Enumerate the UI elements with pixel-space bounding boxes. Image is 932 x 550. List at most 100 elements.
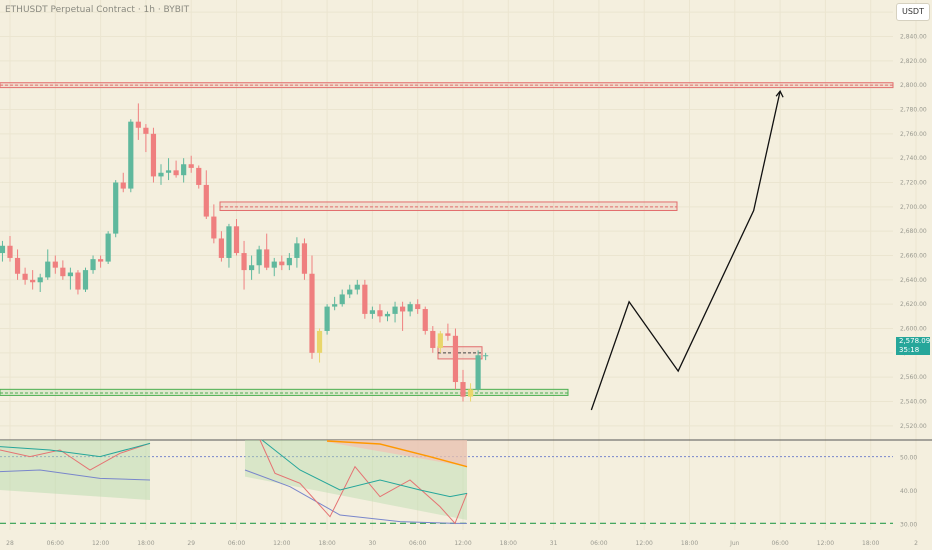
- candle-body: [286, 257, 292, 266]
- x-tick-label: 12:00: [273, 540, 290, 547]
- rsi-band-fill: [245, 440, 467, 520]
- y-tick-label: 2,600.00: [900, 326, 927, 333]
- x-tick-label: 12:00: [454, 540, 471, 547]
- y-tick-label: 2,820.00: [900, 58, 927, 65]
- candle-body: [82, 270, 89, 290]
- rsi-ma-line: [0, 442, 151, 458]
- candle-body: [120, 182, 126, 189]
- bar-countdown: 35:18: [899, 346, 920, 354]
- y-tick-label: 2,560.00: [900, 374, 927, 381]
- candle-body: [377, 310, 383, 317]
- rsi-line: [259, 439, 468, 525]
- projection-arrowhead: [775, 90, 784, 98]
- y-tick-label: 2,780.00: [900, 107, 927, 114]
- candles: [0, 103, 489, 402]
- rsi-ma-line: [261, 439, 468, 498]
- symbol-title: ETHUSDT Perpetual Contract · 1h · BYBIT: [5, 5, 190, 15]
- candle-body: [309, 273, 315, 353]
- candle-body: [158, 172, 164, 177]
- candle-body: [67, 272, 73, 277]
- x-axis: 28 06:00 12:00 18:00 29 06:00 12:00 18:00 30 06:0…: [6, 540, 918, 547]
- candle-body: [218, 238, 224, 258]
- candle-body: [332, 304, 338, 307]
- y-tick-label: 2,540.00: [900, 399, 927, 406]
- rsi-tick-label: 30.00: [900, 521, 917, 528]
- candle-body: [22, 273, 28, 280]
- x-tick-label: 18:00: [318, 540, 335, 547]
- x-tick-label: 12:00: [636, 540, 653, 547]
- candle-body: [437, 333, 443, 348]
- rsi-band-lower: [244, 469, 467, 524]
- candle-body: [30, 279, 36, 283]
- y-tick-label: 2,720.00: [900, 180, 927, 187]
- x-tick-label: 2: [914, 540, 918, 547]
- x-tick-label: 18:00: [681, 540, 698, 547]
- candle-body: [249, 265, 255, 271]
- rsi-band-upper: [326, 440, 468, 468]
- candle-body: [150, 133, 157, 177]
- level-zone: [0, 388, 569, 396]
- candle-body: [143, 127, 149, 134]
- y-tick-label: 2,680.00: [900, 228, 927, 235]
- candle-body: [226, 226, 232, 258]
- candle-body: [294, 243, 300, 258]
- candle-body: [128, 121, 134, 189]
- candle-body: [188, 164, 194, 168]
- x-tick-label: 29: [187, 540, 195, 547]
- candle-body: [0, 245, 6, 254]
- candle-body: [211, 216, 217, 239]
- candle-body: [301, 243, 308, 274]
- candle-body: [105, 233, 111, 262]
- candle-body: [196, 167, 202, 185]
- y-tick-label: 2,760.00: [900, 131, 927, 138]
- level-zone: [219, 201, 678, 211]
- y-tick-label: 2,640.00: [900, 277, 927, 284]
- y-tick-label: 2,840.00: [900, 34, 927, 41]
- x-tick-label: 12:00: [92, 540, 109, 547]
- x-tick-label: 06:00: [409, 540, 426, 547]
- last-price: 2,578.09: [899, 337, 931, 345]
- y-tick-label: 2,800.00: [900, 82, 927, 89]
- x-tick-label: 06:00: [47, 540, 64, 547]
- projection-line: [590, 91, 781, 411]
- y-tick-label: 2,660.00: [900, 253, 927, 260]
- rsi-tick-label: 50.00: [900, 455, 917, 462]
- x-tick-label: 06:00: [590, 540, 607, 547]
- candle-body: [400, 306, 406, 312]
- candle-body: [241, 253, 247, 271]
- candle-body: [339, 294, 345, 305]
- candle-body: [98, 259, 104, 262]
- candle-body: [430, 330, 436, 348]
- x-tick-label: 31: [550, 540, 558, 547]
- y-tick-label: 2,700.00: [900, 204, 927, 211]
- candle-body: [324, 306, 330, 331]
- candle-body: [52, 261, 58, 268]
- rsi-band-lower: [0, 469, 151, 481]
- candle-body: [165, 170, 172, 173]
- candle-body: [271, 261, 277, 268]
- candle-body: [445, 333, 451, 336]
- candle-body: [384, 313, 391, 317]
- candle-body: [369, 310, 375, 314]
- candle-body: [452, 335, 459, 383]
- x-tick-label: 30: [369, 540, 377, 547]
- candle-body: [467, 389, 474, 397]
- candle-body: [354, 284, 360, 290]
- candle-body: [483, 355, 489, 357]
- candle-body: [173, 170, 179, 176]
- candle-body: [264, 249, 270, 268]
- candle-body: [407, 304, 413, 312]
- candle-body: [392, 306, 398, 314]
- candle-body: [279, 261, 285, 266]
- candle-body: [7, 245, 13, 258]
- grid-lines: [0, 0, 917, 530]
- projection-path: [590, 90, 784, 411]
- currency-button[interactable]: USDT: [896, 3, 930, 21]
- candle-body: [415, 304, 421, 310]
- y-tick-label: 2,520.00: [900, 423, 927, 430]
- rsi-tick-label: 40.00: [900, 488, 917, 495]
- rsi-pane: 30.00 40.00 50.00: [0, 439, 932, 528]
- x-tick-label: Jun: [729, 540, 740, 547]
- x-tick-label: 18:00: [862, 540, 879, 547]
